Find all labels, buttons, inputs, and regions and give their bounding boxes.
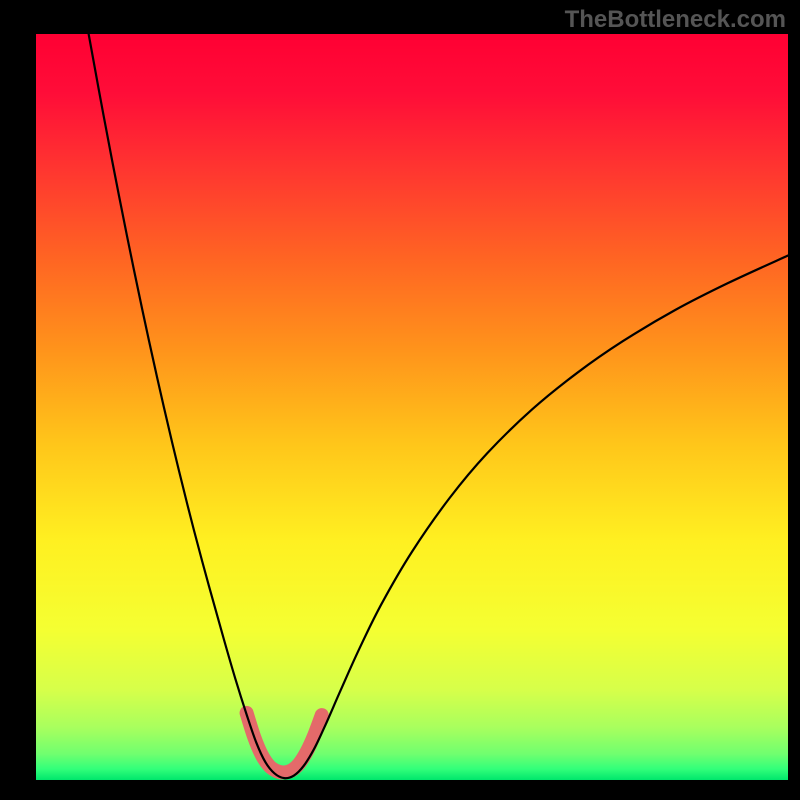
- chart-svg: [36, 34, 788, 780]
- watermark-text: TheBottleneck.com: [565, 6, 786, 34]
- gradient-background: [36, 34, 788, 780]
- chart-plot-area: [36, 34, 788, 780]
